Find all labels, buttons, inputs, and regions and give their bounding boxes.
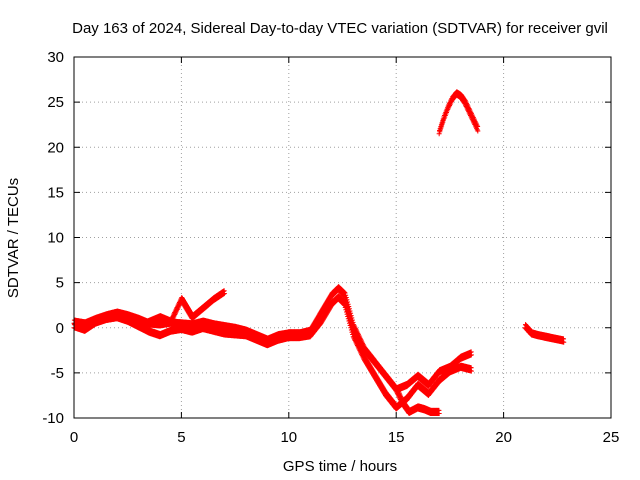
data-point	[349, 326, 355, 332]
y-tick-label: 5	[56, 275, 64, 292]
data-point	[475, 124, 481, 130]
y-tick-label: 10	[47, 230, 64, 247]
data-point	[343, 292, 349, 298]
data-point	[348, 319, 354, 325]
data-point	[348, 322, 354, 328]
chart-title: Day 163 of 2024, Sidereal Day-to-day VTE…	[72, 20, 608, 37]
data-point	[436, 410, 442, 416]
y-tick-label: 25	[47, 94, 64, 111]
x-tick-labels: 0 5 10 15 20 25	[70, 429, 620, 446]
data-point	[346, 315, 352, 321]
y-tick-label: 0	[56, 320, 64, 337]
x-tick-label: 20	[495, 429, 512, 446]
data-point	[343, 301, 349, 307]
data-point	[343, 304, 349, 310]
data-point	[342, 299, 348, 305]
data-points	[71, 89, 567, 416]
y-tick-label: -5	[51, 365, 64, 382]
data-point	[350, 328, 356, 334]
data-point	[342, 290, 348, 296]
x-tick-label: 0	[70, 429, 78, 446]
x-tick-label: 25	[603, 429, 620, 446]
y-tick-label: 15	[47, 184, 64, 201]
data-point	[343, 295, 349, 301]
data-point	[468, 368, 474, 374]
data-point	[221, 290, 227, 296]
y-axis-label: SDTVAR / TECUs	[5, 178, 22, 298]
y-tick-labels: -10 -5 0 5 10 15 20 25 30	[42, 49, 64, 427]
data-point	[344, 306, 350, 312]
x-tick-label: 15	[388, 429, 405, 446]
data-point	[345, 310, 351, 316]
data-point	[475, 128, 481, 134]
plot-frame	[73, 56, 612, 419]
grid-lines	[74, 57, 611, 418]
x-tick-label: 10	[280, 429, 297, 446]
y-tick-label: -10	[42, 410, 64, 427]
data-point	[468, 352, 474, 358]
data-point	[347, 317, 353, 323]
data-point	[345, 308, 351, 314]
data-point	[346, 313, 352, 319]
data-point	[349, 324, 355, 330]
data-point	[561, 339, 567, 345]
y-tick-label: 20	[47, 139, 64, 156]
x-axis-label: GPS time / hours	[283, 458, 397, 475]
x-tick-label: 5	[177, 429, 185, 446]
y-tick-label: 30	[47, 49, 64, 66]
